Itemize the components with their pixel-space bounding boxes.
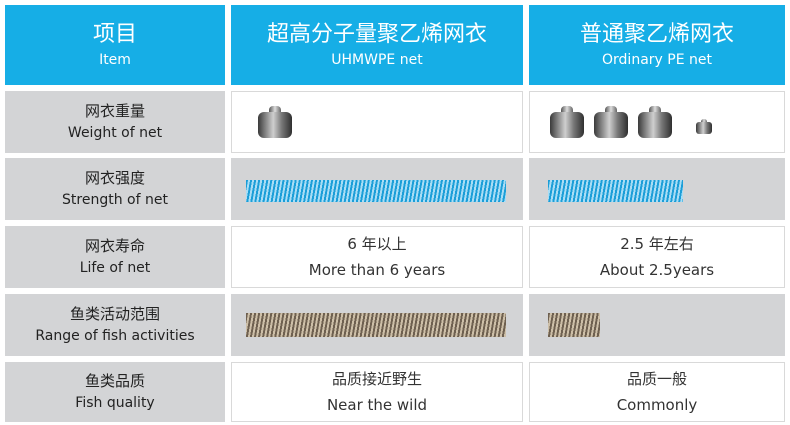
strength-bar-uhmwpe xyxy=(246,180,506,202)
header-ordinary-zh: 普通聚乙烯网衣 xyxy=(579,22,734,47)
quality-ordinary-en: Commonly xyxy=(616,396,698,414)
weight-icon-small xyxy=(696,118,712,134)
life-ordinary-cell: 2.5 年左右 About 2.5years xyxy=(529,226,785,288)
weight-icon xyxy=(594,106,628,138)
quality-uhmwpe-en: Near the wild xyxy=(326,396,428,414)
header-uhmwpe-en: UHMWPE net xyxy=(331,52,423,68)
life-ordinary-en: About 2.5years xyxy=(599,261,715,279)
strength-bar-ordinary xyxy=(548,180,683,202)
row-label-en: Fish quality xyxy=(75,395,155,411)
header-uhmwpe-zh: 超高分子量聚乙烯网衣 xyxy=(266,22,487,47)
life-uhmwpe-en: More than 6 years xyxy=(308,261,446,279)
quality-ordinary-cell: 品质一般 Commonly xyxy=(529,362,785,422)
range-bar-uhmwpe xyxy=(246,313,506,337)
life-ordinary-zh: 2.5 年左右 xyxy=(620,235,694,253)
row-label-zh: 网衣强度 xyxy=(84,169,145,187)
header-ordinary: 普通聚乙烯网衣 Ordinary PE net xyxy=(529,5,785,85)
weight-icon xyxy=(638,106,672,138)
weight-icon xyxy=(550,106,584,138)
row-label-range: 鱼类活动范围 Range of fish activities xyxy=(5,294,225,356)
row-label-en: Strength of net xyxy=(62,192,168,208)
weight-icon xyxy=(258,106,292,138)
quality-uhmwpe-zh: 品质接近野生 xyxy=(331,370,422,388)
row-label-en: Weight of net xyxy=(67,125,163,141)
row-label-zh: 网衣寿命 xyxy=(84,237,145,255)
life-uhmwpe-cell: 6 年以上 More than 6 years xyxy=(231,226,523,288)
range-bar-ordinary xyxy=(548,313,600,337)
header-item: 项目 Item xyxy=(5,5,225,85)
weight-ordinary-icons xyxy=(550,106,722,138)
row-label-quality: 鱼类品质 Fish quality xyxy=(5,362,225,422)
row-label-weight: 网衣重量 Weight of net xyxy=(5,91,225,153)
header-item-zh: 项目 xyxy=(92,22,137,47)
row-label-strength: 网衣强度 Strength of net xyxy=(5,158,225,220)
row-label-zh: 网衣重量 xyxy=(84,102,145,120)
row-label-en: Life of net xyxy=(79,260,151,276)
weight-uhmwpe-icons xyxy=(258,106,302,138)
header-uhmwpe: 超高分子量聚乙烯网衣 UHMWPE net xyxy=(231,5,523,85)
quality-uhmwpe-cell: 品质接近野生 Near the wild xyxy=(231,362,523,422)
header-ordinary-en: Ordinary PE net xyxy=(602,52,712,68)
life-uhmwpe-zh: 6 年以上 xyxy=(347,235,407,253)
row-label-zh: 鱼类品质 xyxy=(84,372,145,390)
quality-ordinary-zh: 品质一般 xyxy=(626,370,687,388)
row-label-en: Range of fish activities xyxy=(35,328,195,344)
row-label-life: 网衣寿命 Life of net xyxy=(5,226,225,288)
header-item-en: Item xyxy=(99,52,131,68)
row-label-zh: 鱼类活动范围 xyxy=(69,305,160,323)
